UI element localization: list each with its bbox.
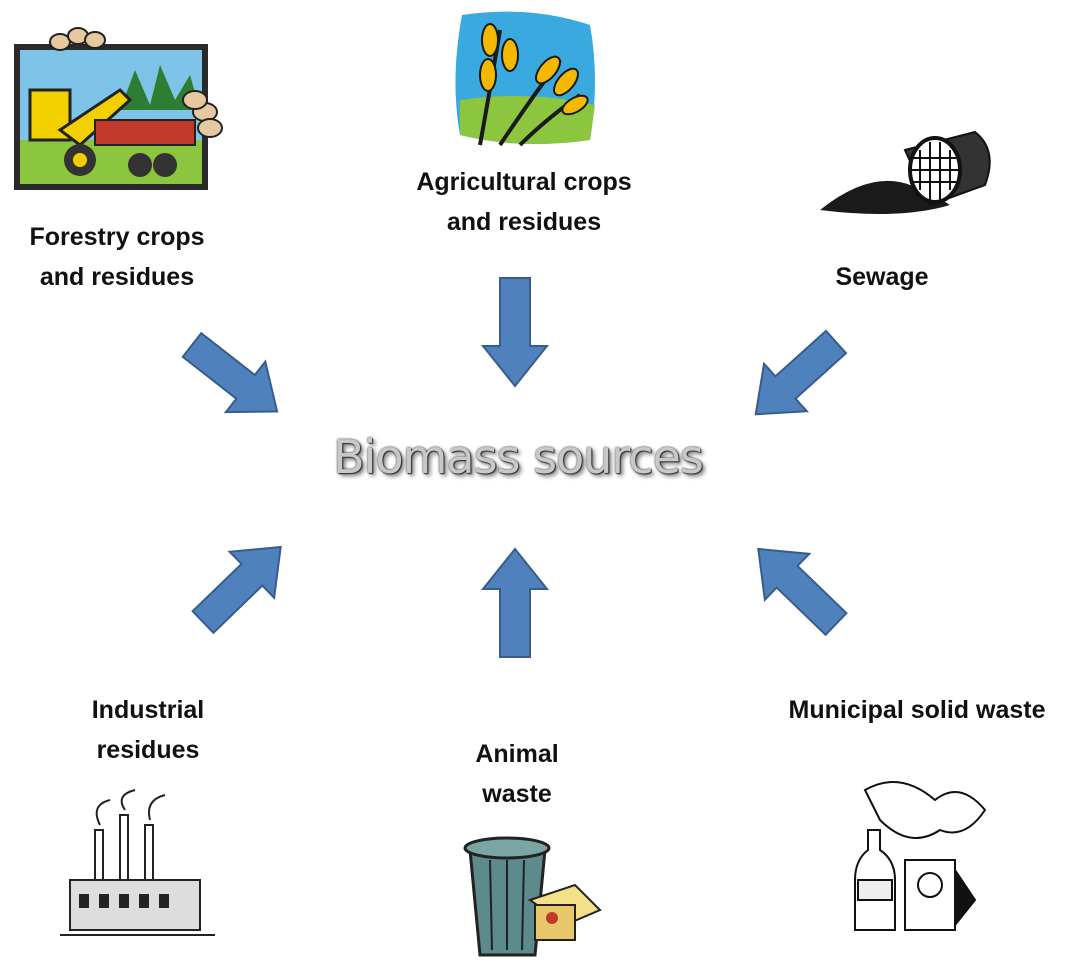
industry-icon [60,789,215,936]
node-label: Sewage [835,263,929,291]
node-label: Animal waste [475,740,559,808]
sewage-icon [820,130,991,214]
node-label: Municipal solid waste [788,696,1046,724]
arrow [179,522,304,647]
agriculture-icon [455,11,595,147]
forestry-icon [14,27,223,190]
arrow [171,318,298,438]
arrow [733,317,859,440]
arrow [482,277,548,387]
node-label: Agricultural crops and residues [416,168,632,236]
node-label: Industrial residues [91,696,205,764]
arrow [735,524,860,649]
trash-icon [463,836,602,957]
arrow [482,548,548,658]
center-title: Biomass sources [333,430,704,484]
municipal-icon [854,781,987,931]
node-label: Forestry crops and residues [29,223,205,291]
